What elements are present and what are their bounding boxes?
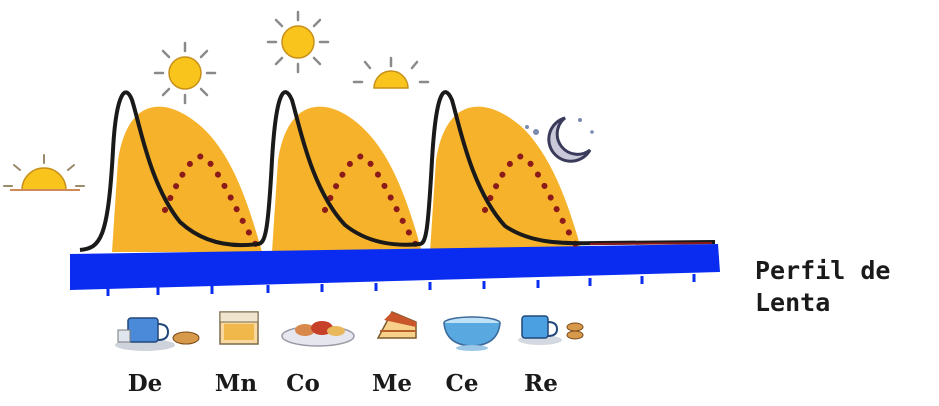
- fill-hump-1: [112, 106, 262, 252]
- baseline-ticks: [106, 274, 696, 296]
- meal-label-co: Co: [286, 370, 320, 397]
- profile-label-line1: Perfil de: [755, 256, 891, 285]
- noon-sun-icon: [266, 10, 330, 74]
- meal-label-ce: Ce: [445, 370, 479, 397]
- meal-label-re: Re: [524, 370, 558, 397]
- meal-label-de: De: [127, 370, 163, 397]
- dinner-bowl-icon: [443, 316, 501, 351]
- response-fill-areas: [112, 106, 582, 252]
- cake-slice-icon: [376, 311, 417, 339]
- slow-curve-1: [162, 153, 261, 251]
- slow-curve-2: [322, 153, 421, 251]
- profile-label-line2: Lenta: [755, 288, 831, 317]
- meal-label-mn: Mn: [214, 370, 258, 397]
- morning-sun-icon: [153, 41, 217, 105]
- profile-label: Perfil de Lenta: [755, 255, 890, 319]
- moon-icon: [525, 116, 594, 163]
- slow-curve-tail: [589, 242, 713, 245]
- fast-curve: [79, 90, 716, 252]
- slow-curve-3: [482, 153, 581, 251]
- slow-insulin-curves: [162, 153, 581, 251]
- fast-insulin-curve: [79, 90, 716, 252]
- fill-hump-2: [272, 106, 422, 252]
- baseline-bar: [70, 244, 720, 290]
- night-snack-icon: [518, 315, 584, 345]
- breakfast-icon: [115, 317, 200, 351]
- evening-sun-icon: [352, 56, 430, 89]
- sunrise-icon: [3, 154, 85, 191]
- meal-label-me: Me: [371, 370, 413, 397]
- lunch-plate-icon: [281, 321, 355, 347]
- fill-hump-3: [430, 106, 582, 252]
- snack-box-icon: [219, 311, 259, 345]
